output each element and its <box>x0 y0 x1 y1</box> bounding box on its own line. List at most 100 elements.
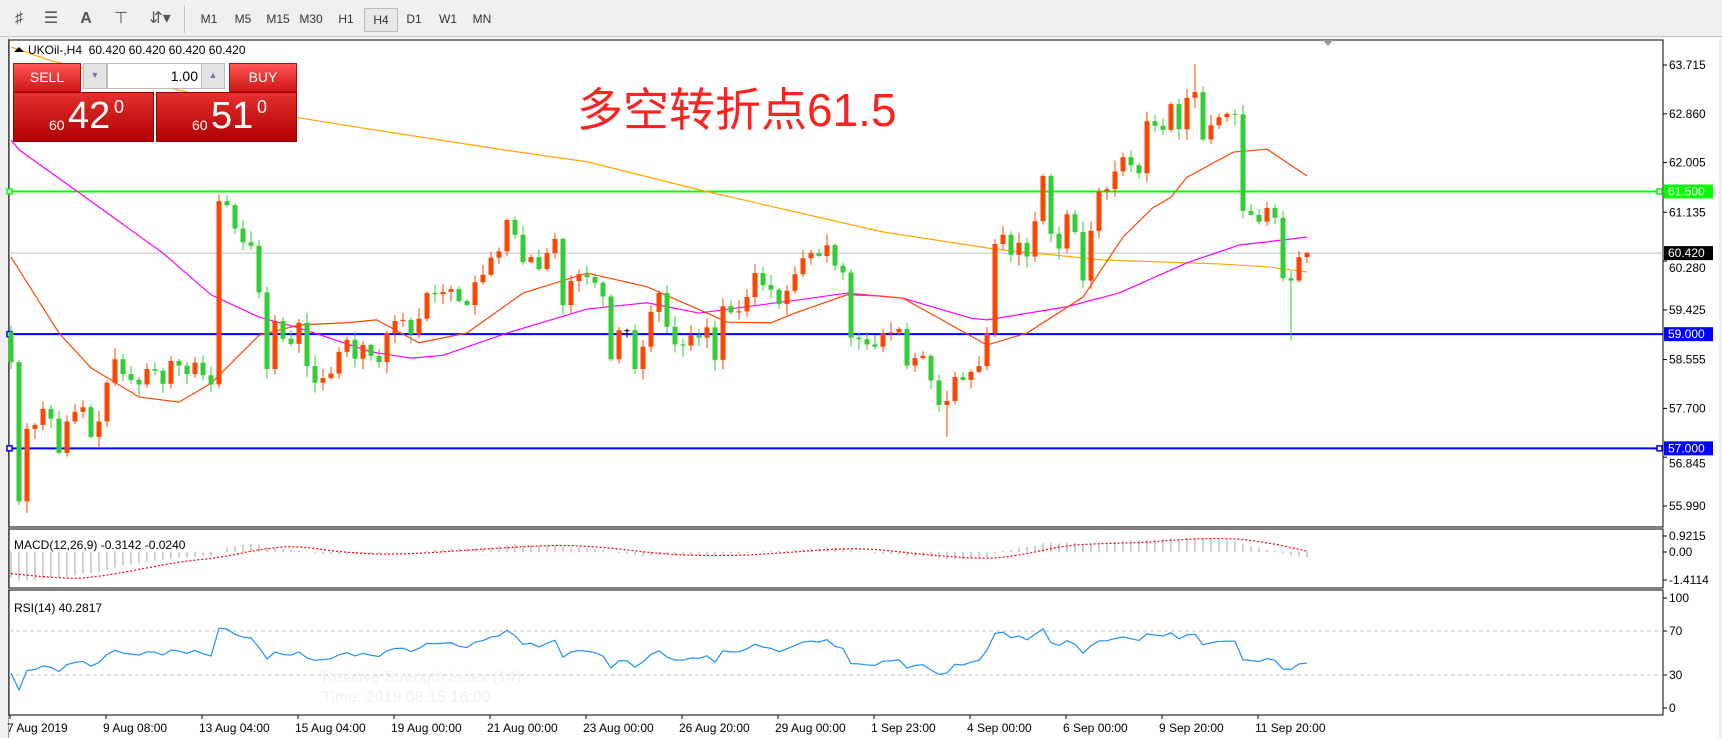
candle <box>272 321 278 369</box>
rsi-tick-label: 30 <box>1669 668 1683 682</box>
arrows-tool-icon[interactable]: ⇵▾ <box>149 10 171 27</box>
expert-tool-icon[interactable]: ♯ <box>15 10 23 27</box>
candle <box>616 330 622 360</box>
candle <box>1000 234 1006 244</box>
candle <box>912 358 918 366</box>
candle <box>1256 214 1262 222</box>
candle <box>464 301 470 306</box>
rsi-tick-label: 70 <box>1669 624 1683 638</box>
timeframe-m1[interactable]: M1 <box>200 12 218 26</box>
candle <box>176 360 182 366</box>
rsi-label: RSI(14) 40.2817 <box>14 601 102 615</box>
candle <box>72 411 78 422</box>
price-tick-label: 60.280 <box>1669 261 1706 275</box>
candle <box>672 326 678 345</box>
candle <box>648 311 654 347</box>
tooltip-line: Relative Strength Index (14) <box>322 669 522 686</box>
candle <box>8 331 14 363</box>
candle <box>360 345 366 359</box>
candle <box>448 289 454 292</box>
candle <box>1232 113 1238 115</box>
sell-button[interactable]: SELL <box>13 63 81 92</box>
candle <box>96 421 102 437</box>
candle <box>624 330 630 332</box>
candle <box>728 306 734 313</box>
timeframe-m15[interactable]: M15 <box>266 12 290 26</box>
price-tick-label: 63.715 <box>1669 58 1706 72</box>
candle <box>1280 217 1286 279</box>
candle <box>24 428 30 502</box>
candle <box>528 257 534 263</box>
price-tick-label: 62.860 <box>1669 107 1706 121</box>
candle <box>560 238 566 306</box>
timeframe-mn[interactable]: MN <box>472 12 492 26</box>
bid-price-label: 60.420 <box>1668 246 1705 260</box>
candle <box>1024 242 1030 257</box>
lot-decrease-icon[interactable]: ▼ <box>83 63 107 89</box>
candle <box>312 366 318 383</box>
candle <box>1040 176 1046 222</box>
panel-frame <box>8 528 1664 589</box>
symbol-collapse-icon[interactable] <box>14 47 24 52</box>
candle <box>960 376 966 380</box>
level-price-box <box>1664 327 1713 342</box>
candle <box>992 243 998 334</box>
chart-shift-marker-icon[interactable] <box>1323 40 1333 46</box>
candle <box>864 339 870 345</box>
candle <box>1200 92 1206 140</box>
candle <box>640 346 646 369</box>
candle <box>840 265 846 273</box>
candles <box>8 64 1310 513</box>
candle <box>1272 208 1278 218</box>
candle <box>224 201 230 206</box>
candle <box>80 407 86 412</box>
candle <box>296 322 302 344</box>
lot-increase-icon[interactable]: ▲ <box>201 63 225 89</box>
candle <box>1296 257 1302 281</box>
sell-price-prefix: 60 <box>49 117 65 133</box>
rsi-tick-label: 100 <box>1669 591 1689 605</box>
level-price-label: 61.500 <box>1668 184 1705 198</box>
bid-price-box <box>1664 246 1713 261</box>
buy-price-button[interactable]: 60 51 0 <box>156 92 297 142</box>
candle <box>1192 92 1198 98</box>
candle <box>336 351 342 374</box>
fibonacci-tool-icon[interactable]: ☰ <box>43 10 59 27</box>
time-tick-label: 19 Aug 00:00 <box>391 721 462 735</box>
candle <box>136 379 142 385</box>
candle <box>736 311 742 313</box>
text-label-tool-icon[interactable]: ⊤ <box>114 10 128 27</box>
level-price-box <box>1664 441 1713 456</box>
candle <box>424 293 430 319</box>
lot-size-input[interactable]: 1.00 <box>107 63 203 89</box>
candle <box>112 359 118 383</box>
candle <box>472 282 478 306</box>
candle <box>1224 113 1230 118</box>
timeframe-m5[interactable]: M5 <box>234 12 252 26</box>
timeframe-w1[interactable]: W1 <box>439 12 457 26</box>
timeframe-h1[interactable]: H1 <box>338 12 354 26</box>
candle <box>800 258 806 275</box>
buy-button[interactable]: BUY <box>229 63 297 92</box>
candle <box>896 329 902 333</box>
candle <box>952 376 958 401</box>
text-tool-icon[interactable]: A <box>80 10 92 27</box>
timeframe-h4[interactable]: H4 <box>364 8 398 32</box>
candle <box>376 355 382 363</box>
candle <box>1264 208 1270 222</box>
candle <box>1208 125 1214 140</box>
level-line-handle <box>1656 445 1663 452</box>
sell-price-button[interactable]: 60 42 0 <box>13 92 154 142</box>
timeframe-d1[interactable]: D1 <box>406 12 422 26</box>
candle <box>920 355 926 359</box>
tooltip-line: Time: 2019.08.15 16:00 <box>322 689 491 706</box>
candle <box>656 293 662 312</box>
candle <box>1216 117 1222 126</box>
candle <box>1048 176 1054 234</box>
timeframe-m30[interactable]: M30 <box>299 12 323 26</box>
sell-price-pips: 42 <box>68 95 111 137</box>
candle <box>200 362 206 376</box>
buy-price-fraction: 0 <box>257 97 268 117</box>
candle <box>408 319 414 335</box>
candle <box>888 332 894 334</box>
